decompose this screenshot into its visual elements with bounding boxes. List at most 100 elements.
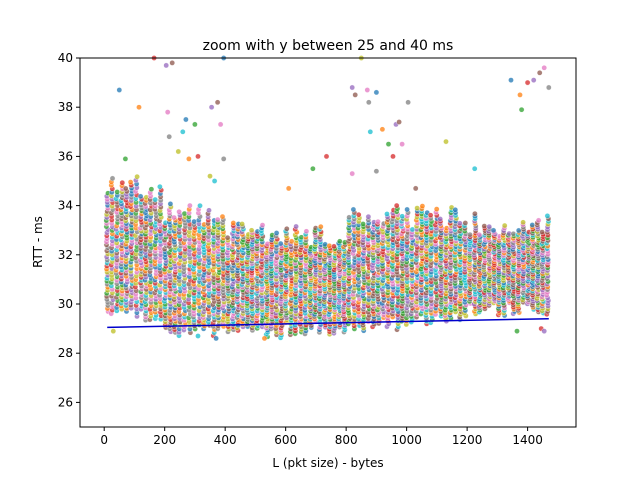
y-tick-label: 38	[58, 100, 73, 114]
data-point	[501, 222, 508, 229]
data-point	[414, 205, 420, 211]
data-point	[109, 175, 116, 182]
points-layer	[103, 55, 552, 342]
outlier-point	[323, 153, 330, 160]
data-point	[197, 202, 203, 209]
outlier-point	[546, 84, 552, 91]
outlier-point	[405, 99, 411, 106]
outlier-point	[530, 77, 537, 83]
outlier-point	[192, 121, 198, 128]
data-point	[293, 223, 299, 230]
plot-frame	[79, 57, 577, 428]
data-point	[277, 240, 284, 247]
data-point	[365, 213, 372, 220]
data-point	[393, 202, 400, 209]
x-tick-label: 1200	[452, 433, 483, 447]
x-tick-label: 1000	[391, 433, 422, 447]
outlier-point	[195, 153, 201, 160]
data-point	[283, 225, 290, 232]
outlier-point	[524, 79, 531, 86]
data-point	[457, 220, 463, 227]
data-point	[152, 196, 158, 203]
y-tick-label: 26	[58, 395, 73, 409]
outlier-point	[518, 106, 525, 113]
data-point	[520, 219, 526, 226]
data-point	[171, 214, 177, 221]
data-point	[317, 223, 324, 230]
outlier-point	[166, 133, 172, 140]
outlier-point	[349, 84, 356, 91]
data-point	[157, 183, 163, 190]
x-axis-ticks: 0 200 400 600 800 1000 1200 1400	[100, 427, 543, 447]
data-point	[122, 185, 129, 192]
data-point	[535, 217, 542, 224]
data-point	[539, 229, 545, 235]
outlier-point	[379, 126, 386, 133]
outlier-point	[352, 92, 359, 98]
data-point	[350, 206, 357, 213]
outlier-point	[399, 141, 405, 147]
x-tick-label: 200	[153, 433, 176, 447]
outlier-point	[364, 87, 371, 93]
data-point	[191, 218, 197, 225]
data-point	[486, 223, 493, 230]
x-axis-label: L (pkt size) - bytes	[272, 456, 383, 470]
data-point	[476, 231, 483, 238]
data-point	[259, 222, 266, 228]
data-point	[437, 216, 444, 222]
data-point	[137, 193, 144, 200]
outlier-point	[208, 104, 215, 110]
data-point	[355, 211, 362, 218]
outlier-point	[373, 168, 380, 174]
outlier-point	[122, 156, 129, 162]
y-axis-label: RTT - ms	[31, 216, 45, 268]
data-point	[167, 201, 174, 207]
outlier-point	[508, 77, 514, 83]
outlier-point	[365, 99, 372, 106]
data-point	[206, 207, 212, 214]
data-point	[230, 220, 237, 226]
x-tick-label: 400	[214, 433, 237, 447]
outlier-point	[217, 121, 224, 128]
outlier-point	[213, 335, 219, 342]
data-point	[134, 173, 140, 180]
outlier-point	[261, 335, 268, 342]
data-point	[472, 210, 478, 217]
data-point	[419, 203, 426, 209]
outlier-point	[110, 328, 117, 334]
outlier-point	[179, 128, 186, 135]
data-point	[214, 216, 221, 223]
data-point	[248, 227, 255, 234]
data-point	[331, 243, 337, 250]
y-tick-label: 30	[58, 297, 73, 311]
data-point	[515, 227, 522, 234]
data-point	[148, 186, 155, 192]
data-point	[273, 230, 280, 236]
data-point	[224, 234, 231, 241]
data-point	[187, 202, 193, 209]
data-point	[452, 206, 459, 213]
outlier-point	[373, 89, 380, 96]
data-point	[326, 242, 333, 249]
data-point	[481, 223, 488, 229]
x-tick-label: 1400	[512, 433, 543, 447]
outlier-point	[211, 178, 218, 184]
outlier-point	[207, 173, 213, 179]
data-point	[127, 179, 134, 185]
y-tick-label: 36	[58, 149, 73, 163]
outlier-point	[349, 170, 356, 177]
outlier-point	[541, 328, 548, 334]
outlier-point	[471, 165, 478, 172]
data-point	[346, 214, 352, 221]
data-point	[219, 213, 226, 220]
data-point	[360, 221, 366, 227]
outlier-point	[220, 156, 227, 162]
data-point	[529, 222, 536, 228]
data-point	[384, 211, 390, 217]
data-point	[404, 206, 410, 213]
outlier-point	[385, 141, 392, 147]
outlier-point	[517, 92, 523, 98]
chart-title: zoom with y between 25 and 40 ms	[203, 38, 454, 54]
data-point	[433, 206, 440, 212]
